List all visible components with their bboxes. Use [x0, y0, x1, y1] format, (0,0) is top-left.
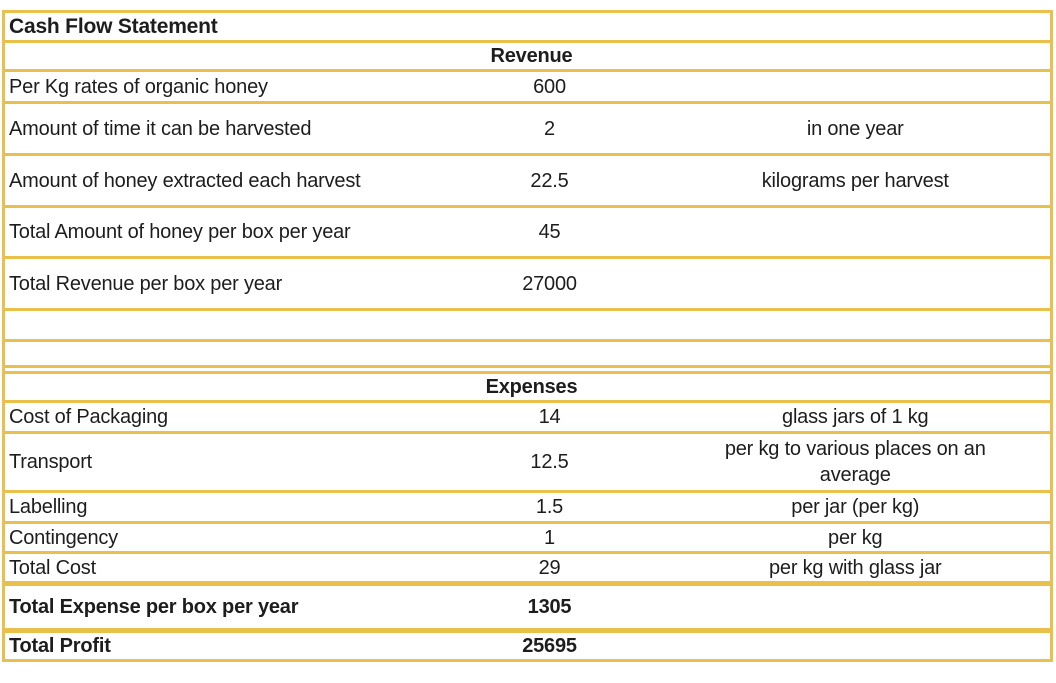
empty-cell [3, 371, 414, 404]
table-row: Amount of honey extracted each harvest 2… [3, 153, 1052, 209]
row-label: Amount of time it can be harvested [3, 101, 414, 157]
row-note [685, 69, 1052, 105]
table-row: Amount of time it can be harvested 2 in … [3, 101, 1052, 157]
row-note [685, 628, 1052, 663]
row-label: Labelling [3, 490, 414, 525]
row-label: Total Amount of honey per box per year [3, 205, 414, 260]
row-value: 1.5 [413, 490, 686, 525]
table-row: Total Amount of honey per box per year 4… [3, 205, 1052, 260]
row-note: per kg with glass jar [685, 551, 1052, 586]
table-row: Contingency 1 per kg [3, 521, 1052, 555]
table-row-revenue-header: Revenue [3, 40, 1052, 73]
spacer-row [3, 365, 1052, 375]
row-value: 1 [413, 521, 686, 555]
empty-cell [3, 40, 414, 73]
empty-cell [685, 40, 1052, 73]
table-row-total-profit: Total Profit 25695 [3, 628, 1052, 663]
row-label: Amount of honey extracted each harvest [3, 153, 414, 209]
row-note: per jar (per kg) [685, 490, 1052, 525]
table-row: Labelling 1.5 per jar (per kg) [3, 490, 1052, 525]
empty-row [3, 308, 1052, 343]
row-value: 1305 [413, 581, 686, 633]
row-label: Transport [3, 431, 414, 494]
row-label: Cost of Packaging [3, 400, 414, 435]
empty-cell [3, 308, 1052, 343]
table-row: Total Cost 29 per kg with glass jar [3, 551, 1052, 586]
row-value: 600 [413, 69, 686, 105]
row-value: 2 [413, 101, 686, 157]
row-label: Contingency [3, 521, 414, 555]
table-row: Per Kg rates of organic honey 600 [3, 69, 1052, 105]
empty-row [3, 339, 1052, 369]
row-value: 45 [413, 205, 686, 260]
row-label: Total Revenue per box per year [3, 256, 414, 312]
empty-cell [685, 371, 1052, 404]
row-value: 12.5 [413, 431, 686, 494]
table-row-total-expense: Total Expense per box per year 1305 [3, 581, 1052, 633]
row-note [685, 256, 1052, 312]
cash-flow-table: Cash Flow Statement Revenue Per Kg rates… [2, 9, 1053, 663]
row-label: Total Profit [3, 628, 414, 663]
section-header-revenue: Revenue [413, 40, 686, 73]
table-row: Total Revenue per box per year 27000 [3, 256, 1052, 312]
row-value: 27000 [413, 256, 686, 312]
empty-cell [3, 365, 1052, 375]
table-row: Transport 12.5 per kg to various places … [3, 431, 1052, 494]
table-row-expenses-header: Expenses [3, 371, 1052, 404]
row-note: per kg to various places on an average [685, 431, 1052, 494]
row-note [685, 581, 1052, 633]
row-note: kilograms per harvest [685, 153, 1052, 209]
table-row: Cost of Packaging 14 glass jars of 1 kg [3, 400, 1052, 435]
row-value: 25695 [413, 628, 686, 663]
table-row-title: Cash Flow Statement [3, 9, 1052, 44]
row-note [685, 205, 1052, 260]
row-label: Total Cost [3, 551, 414, 586]
row-value: 29 [413, 551, 686, 586]
row-note: glass jars of 1 kg [685, 400, 1052, 435]
section-header-expenses: Expenses [413, 371, 686, 404]
row-note: in one year [685, 101, 1052, 157]
page-title: Cash Flow Statement [3, 9, 1052, 44]
row-label: Per Kg rates of organic honey [3, 69, 414, 105]
row-label: Total Expense per box per year [3, 581, 414, 633]
row-note: per kg [685, 521, 1052, 555]
empty-cell [3, 339, 1052, 369]
row-value: 22.5 [413, 153, 686, 209]
row-value: 14 [413, 400, 686, 435]
